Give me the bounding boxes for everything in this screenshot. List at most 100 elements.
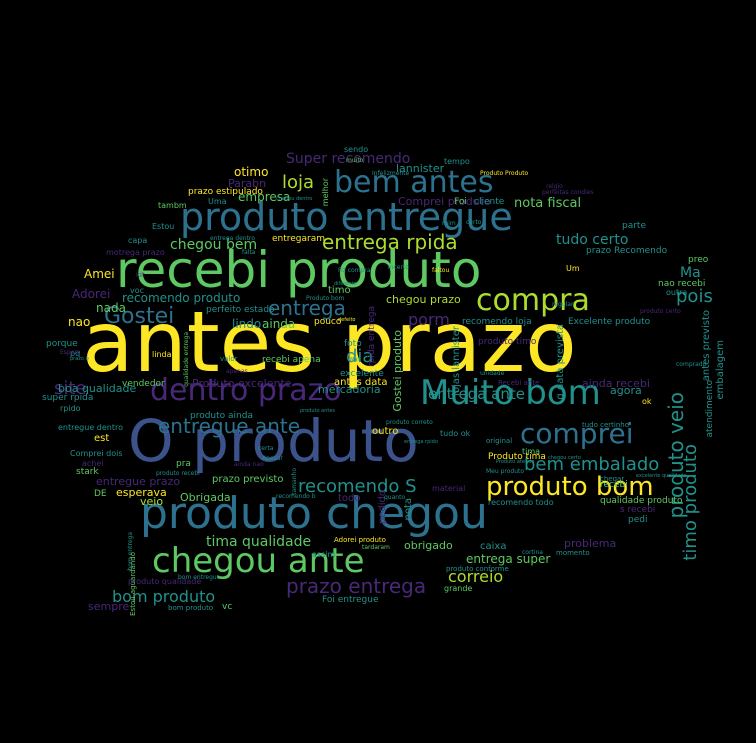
cloud-word: tudo certinho [582, 421, 630, 429]
cloud-word: chegou prazo [386, 293, 461, 306]
cloud-word: Amei [84, 267, 115, 281]
cloud-word: produto qualidade [128, 577, 202, 586]
cloud-word: atendimento [705, 380, 715, 438]
cloud-word: ainda nao [234, 461, 264, 468]
cloud-word: excelente qualidade [636, 473, 687, 479]
cloud-word: perfeito estado [206, 305, 275, 315]
cloud-word: compra [476, 283, 590, 318]
cloud-word: defeito [338, 317, 356, 323]
cloud-word: Estou [152, 222, 175, 231]
cloud-word: chegou bem [170, 237, 258, 253]
cloud-word: Um [566, 264, 580, 273]
cloud-word: Produto tima [488, 452, 546, 462]
cloud-word: produto timo [478, 337, 537, 347]
cloud-word: Uma [208, 197, 227, 206]
cloud-word: Ma [680, 265, 701, 281]
cloud-word: empresa [238, 190, 291, 204]
cloud-word: pedi [628, 515, 648, 525]
cloud-word: grande [444, 584, 473, 593]
cloud-word: nota [403, 498, 414, 521]
cloud-word: Produto excelente [192, 377, 292, 390]
cloud-word: recomendo b [276, 493, 316, 500]
cloud-word: antes data [334, 377, 388, 388]
cloud-word: Adorei produto [334, 536, 386, 544]
cloud-word: bem antes [334, 165, 494, 200]
cloud-word: Apesar [262, 455, 283, 462]
cloud-word: mercadoria [318, 383, 381, 396]
cloud-word: lindo [232, 317, 262, 331]
cloud-word: kit [136, 271, 145, 279]
cloud-word: vendedor [122, 379, 165, 389]
cloud-word: nao [68, 315, 91, 329]
cloud-word: Gostei [104, 304, 175, 329]
cloud-word: dia [346, 346, 374, 367]
cloud-word: site [54, 378, 87, 399]
cloud-word: caixa [480, 541, 507, 552]
cloud-word: recomendo loja [462, 317, 532, 327]
cloud-word: prazo b [70, 356, 89, 362]
cloud-word: faltou [432, 267, 450, 274]
cloud-word: Parabn [228, 177, 267, 190]
cloud-word: entrega dentro [210, 235, 255, 242]
cloud-word: lannister [396, 162, 445, 175]
cloud-word: lojas lannister [451, 326, 462, 396]
cloud-word: Recebi ante [498, 379, 540, 387]
cloud-word: timo [328, 285, 351, 296]
cloud-word: Produto Produto [480, 170, 529, 177]
cloud-word: pois [676, 286, 713, 307]
cloud-word: antes previsto [701, 310, 712, 382]
cloud-word: problema [564, 537, 617, 550]
cloud-word: comprei [520, 417, 634, 450]
cloud-word: tamanho [291, 468, 298, 495]
cloud-word: valor [220, 355, 238, 363]
cloud-word: linda [152, 350, 172, 359]
cloud-word: sendo [344, 145, 369, 154]
cloud-word: excelente [340, 369, 384, 379]
cloud-word: produto bom [486, 472, 654, 502]
cloud-word: prazo estipulado [188, 187, 263, 197]
cloud-word: Muito bom [420, 373, 601, 413]
cloud-word: nao recebi [658, 279, 706, 289]
cloud-word: produto antes [300, 408, 336, 414]
cloud-word: entrega rpido [404, 439, 438, 445]
cloud-word: Estou aguardando [129, 552, 137, 616]
cloud-word: entrega rpida [322, 230, 458, 254]
cloud-word: est [94, 433, 110, 444]
cloud-word: entrega [268, 296, 346, 320]
cloud-word: ok [642, 397, 652, 406]
cloud-word: produto conforme [446, 565, 509, 573]
cloud-word: Foi entregue [322, 595, 379, 605]
cloud-word: cliente [474, 197, 505, 207]
cloud-word: regular [552, 301, 574, 308]
cloud-word: Infelizmente [372, 170, 410, 177]
cloud-word: entregue ante [158, 414, 301, 438]
cloud-word: tambm [158, 201, 187, 210]
cloud-word: chegou certo [548, 455, 581, 461]
cloud-word: cortina [522, 549, 543, 556]
cloud-word: tudo ok [440, 429, 471, 438]
cloud-word: Produto atende [496, 459, 535, 465]
cloud-word: todo [338, 493, 361, 504]
cloud-word: Comprei dois [70, 449, 123, 458]
cloud-word: ainda [262, 317, 296, 331]
cloud-word: Obrigada [180, 491, 231, 504]
cloud-word: produto chegou [140, 488, 488, 539]
cloud-word: incerto [388, 264, 409, 271]
cloud-word: qualidade produto [600, 496, 683, 506]
cloud-word: entregaram [272, 234, 326, 244]
cloud-word: apenas [226, 368, 248, 375]
cloud-word: falta [242, 249, 256, 256]
cloud-word: entrega ante [428, 385, 525, 403]
cloud-word: produto entregue [180, 195, 513, 239]
cloud-word: diferente [334, 281, 357, 287]
cloud-word: stark [76, 467, 99, 477]
cloud-word: tardaram [362, 544, 390, 551]
cloud-word: rpida entrega [367, 306, 377, 368]
cloud-word: recomendo todo [488, 498, 554, 507]
cloud-word: correio [448, 567, 504, 586]
cloud-word: assim [312, 550, 336, 559]
cloud-word: porque [46, 339, 78, 349]
cloud-word: relgio [546, 183, 563, 190]
cloud-word: entregue prazo [96, 475, 181, 488]
